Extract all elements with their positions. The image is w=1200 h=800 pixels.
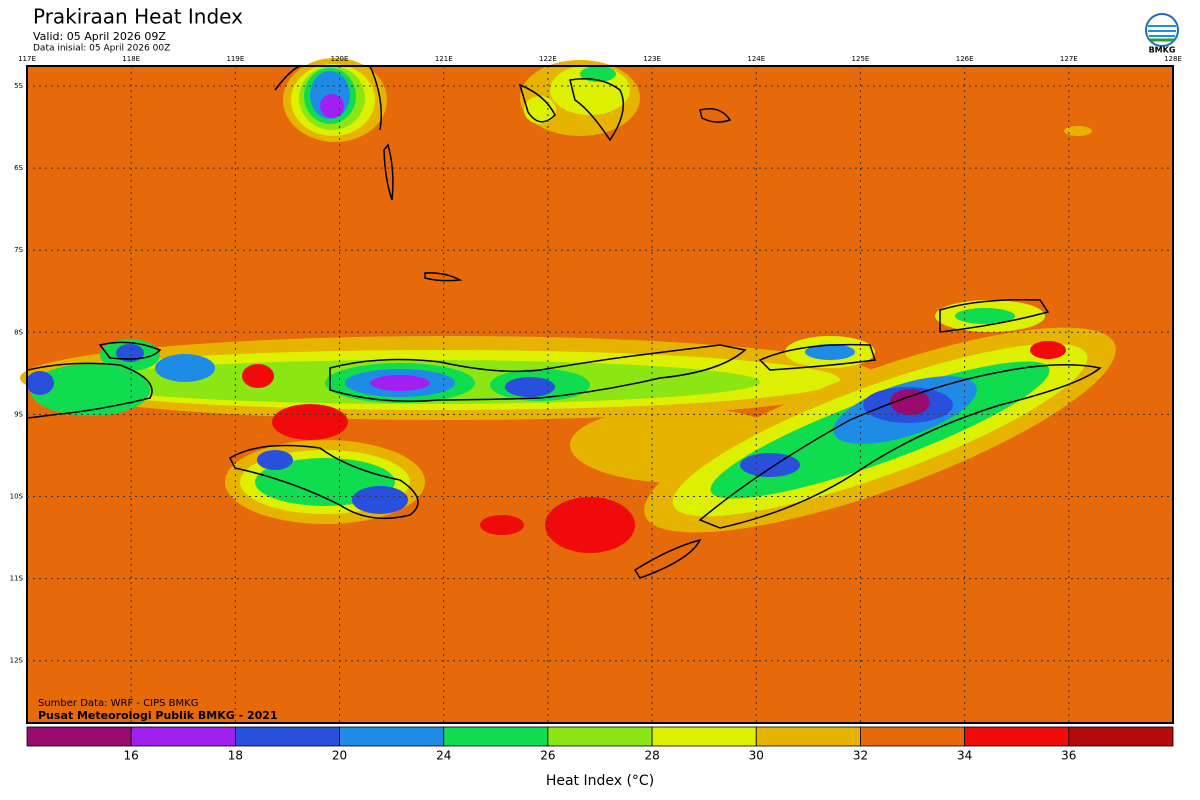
colorbar-tick-label: 28 xyxy=(644,749,659,763)
title: Prakiraan Heat Index xyxy=(33,5,243,29)
graticule: 117E 118E 119E 120E 121E 122E 123E 124E 125E 126E… xyxy=(10,55,1182,723)
lon-label: 119E xyxy=(226,55,244,63)
colorbar-tick-label: 16 xyxy=(124,749,139,763)
lat-label: 6S xyxy=(14,164,23,172)
colorbar-tick-label: 32 xyxy=(853,749,868,763)
lat-label: 12S xyxy=(10,657,24,665)
map xyxy=(20,58,1174,724)
lon-label: 126E xyxy=(956,55,974,63)
lon-label: 120E xyxy=(331,55,349,63)
lon-label: 127E xyxy=(1060,55,1078,63)
colorbar-segment xyxy=(547,726,653,747)
lon-label: 122E xyxy=(539,55,557,63)
lon-label: 123E xyxy=(643,55,661,63)
lat-label: 11S xyxy=(10,575,24,583)
colorbar-segment xyxy=(234,726,340,747)
colorbar-label: Heat Index (°C) xyxy=(546,773,654,789)
colorbar-tick-label: 30 xyxy=(749,749,764,763)
lat-label: 5S xyxy=(14,82,23,90)
colorbar-segment xyxy=(651,726,757,747)
initial-time: Data inisial: 05 April 2026 00Z xyxy=(33,44,170,54)
colorbar-tick-label: 24 xyxy=(436,749,451,763)
colorbar-segment xyxy=(1068,726,1174,747)
colorbar-segment xyxy=(26,726,132,747)
colorbar-tick-label: 20 xyxy=(332,749,347,763)
colorbar-segment xyxy=(860,726,966,747)
colorbar: 16 18 20 24 26 28 30 32 34 36 xyxy=(26,726,1174,763)
colorbar-tick-label: 18 xyxy=(228,749,243,763)
lon-label: 117E xyxy=(18,55,36,63)
credit-note: Pusat Meteorologi Publik BMKG - 2021 xyxy=(38,709,278,722)
lat-label: 8S xyxy=(14,328,23,336)
colorbar-segment xyxy=(130,726,236,747)
lat-label: 9S xyxy=(14,410,23,418)
colorbar-segment xyxy=(339,726,445,747)
lon-label: 125E xyxy=(852,55,870,63)
lon-label: 118E xyxy=(122,55,140,63)
lat-label: 7S xyxy=(14,246,23,254)
lon-label: 124E xyxy=(747,55,765,63)
logo xyxy=(1145,13,1179,47)
valid-time: Valid: 05 April 2026 09Z xyxy=(33,30,166,43)
colorbar-tick-label: 34 xyxy=(957,749,972,763)
lat-label: 10S xyxy=(10,493,24,501)
colorbar-segment xyxy=(755,726,861,747)
colorbar-segment xyxy=(964,726,1070,747)
lon-label: 128E xyxy=(1164,55,1182,63)
colorbar-segment xyxy=(443,726,549,747)
lon-label: 121E xyxy=(435,55,453,63)
colorbar-tick-label: 26 xyxy=(540,749,555,763)
logo-text: BMKG xyxy=(1149,46,1176,55)
source-note: Sumber Data: WRF - CIPS BMKG xyxy=(38,698,198,709)
colorbar-tick-label: 36 xyxy=(1061,749,1076,763)
